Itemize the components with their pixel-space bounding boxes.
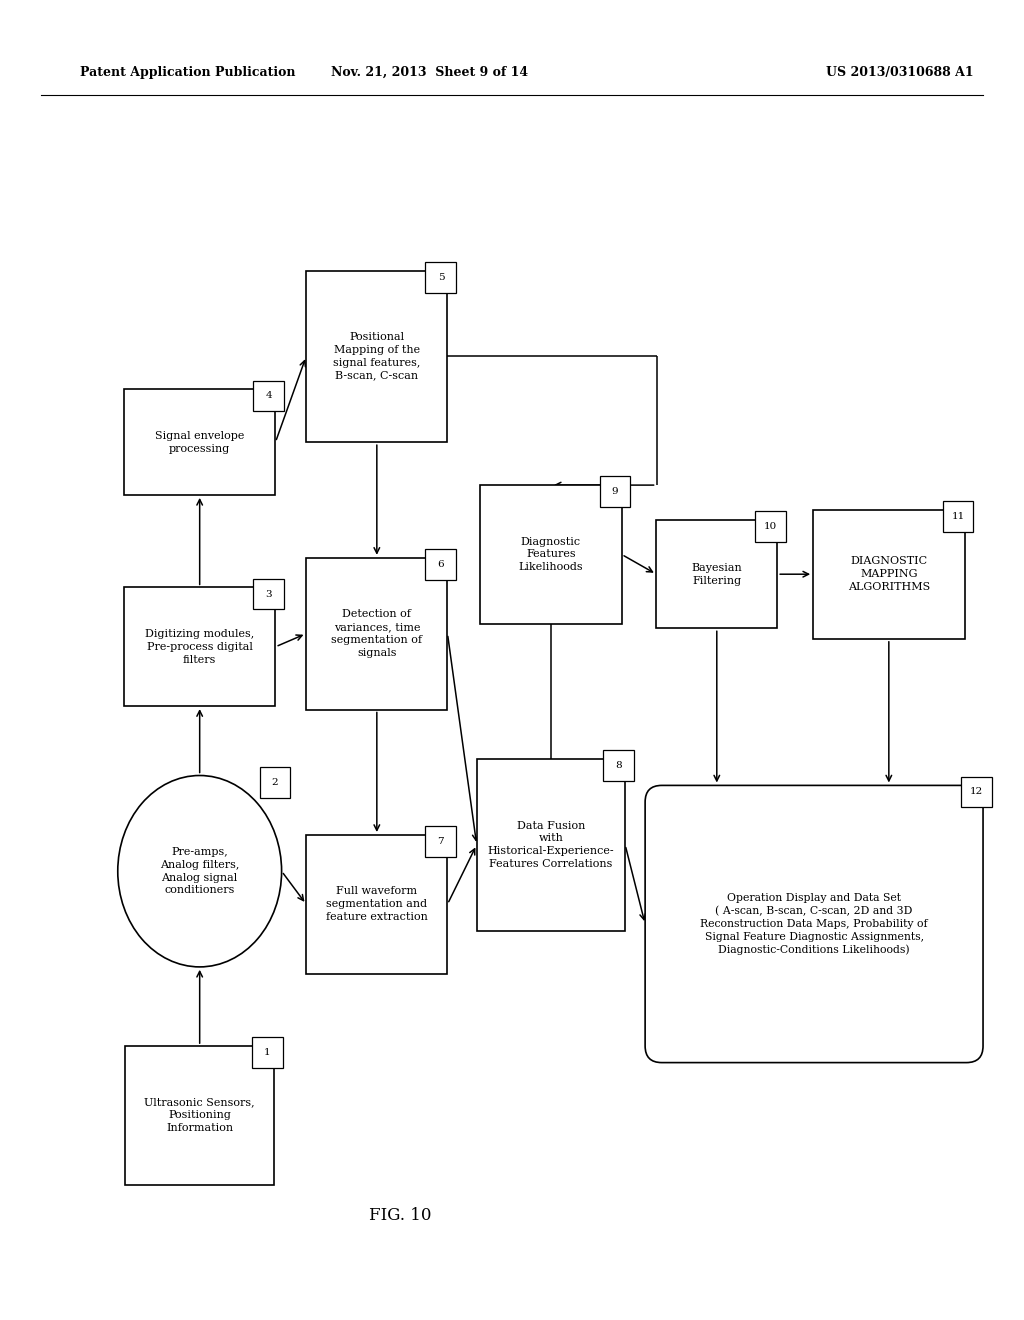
Bar (124, 587, 275, 706)
Text: Operation Display and Data Set
( A-scan, B-scan, C-scan, 2D and 3D
Reconstructio: Operation Display and Data Set ( A-scan,… (700, 892, 928, 956)
Bar (254, 578, 285, 610)
Text: Bayesian
Filtering: Bayesian Filtering (691, 562, 742, 586)
Text: Positional
Mapping of the
signal features,
B-scan, C-scan: Positional Mapping of the signal feature… (333, 333, 421, 380)
Bar (426, 261, 457, 293)
Bar (306, 557, 447, 710)
Text: Detection of
variances, time
segmentation of
signals: Detection of variances, time segmentatio… (332, 610, 422, 657)
Text: 2: 2 (271, 777, 279, 787)
Text: 1: 1 (264, 1048, 270, 1057)
Bar (306, 271, 447, 442)
Text: Pre-amps,
Analog filters,
Analog signal
conditioners: Pre-amps, Analog filters, Analog signal … (160, 847, 240, 895)
Text: Data Fusion
with
Historical-Experience-
Features Correlations: Data Fusion with Historical-Experience- … (487, 821, 614, 869)
Text: 5: 5 (437, 273, 444, 281)
Bar (124, 389, 275, 495)
Text: 7: 7 (437, 837, 444, 846)
Text: Signal envelope
processing: Signal envelope processing (155, 430, 245, 454)
Bar (260, 767, 291, 797)
Text: Diagnostic
Features
Likelihoods: Diagnostic Features Likelihoods (518, 537, 584, 572)
Bar (426, 549, 457, 579)
Text: Full waveform
segmentation and
feature extraction: Full waveform segmentation and feature e… (326, 887, 428, 921)
Bar (126, 1045, 274, 1185)
Bar (943, 500, 974, 532)
Bar (603, 750, 634, 781)
Bar (480, 486, 622, 624)
Text: FIG. 10: FIG. 10 (369, 1206, 431, 1224)
Bar (426, 826, 457, 857)
Text: Ultrasonic Sensors,
Positioning
Information: Ultrasonic Sensors, Positioning Informat… (144, 1098, 255, 1133)
Bar (252, 1038, 283, 1068)
FancyBboxPatch shape (645, 785, 983, 1063)
Bar (600, 477, 631, 507)
Bar (962, 776, 992, 808)
Text: 9: 9 (611, 487, 618, 496)
Bar (656, 520, 777, 628)
Text: Nov. 21, 2013  Sheet 9 of 14: Nov. 21, 2013 Sheet 9 of 14 (332, 66, 528, 78)
Text: DIAGNOSTIC
MAPPING
ALGORITHMS: DIAGNOSTIC MAPPING ALGORITHMS (848, 557, 930, 591)
Text: 10: 10 (764, 523, 777, 531)
Bar (813, 510, 965, 639)
Text: 11: 11 (951, 512, 965, 520)
Bar (756, 511, 786, 543)
Text: 3: 3 (265, 590, 272, 598)
Ellipse shape (118, 776, 282, 966)
Text: 4: 4 (265, 392, 272, 400)
Text: Patent Application Publication: Patent Application Publication (80, 66, 296, 78)
Text: 8: 8 (615, 762, 622, 770)
Text: 6: 6 (437, 560, 444, 569)
Bar (477, 759, 625, 931)
Text: Digitizing modules,
Pre-process digital
filters: Digitizing modules, Pre-process digital … (145, 630, 254, 664)
Text: US 2013/0310688 A1: US 2013/0310688 A1 (826, 66, 974, 78)
Text: 12: 12 (970, 788, 983, 796)
Bar (254, 380, 285, 412)
Bar (306, 836, 447, 974)
